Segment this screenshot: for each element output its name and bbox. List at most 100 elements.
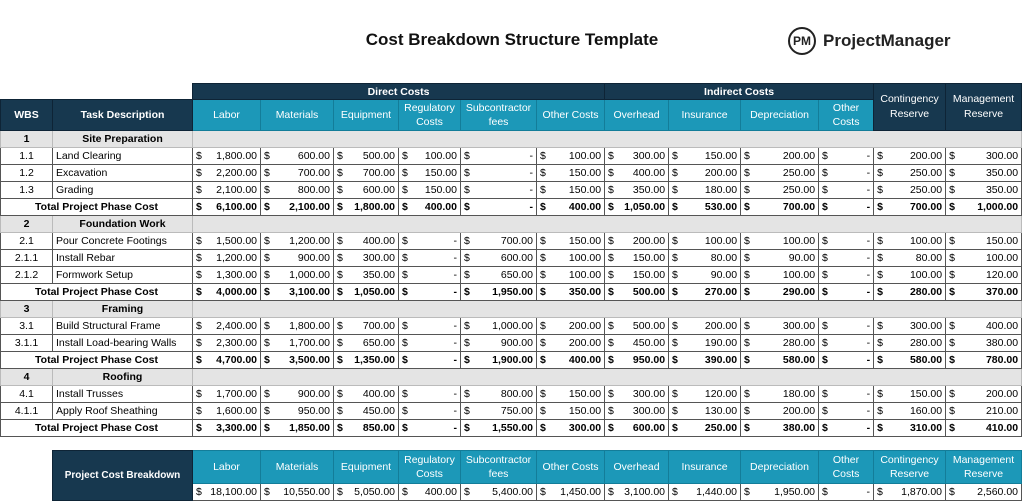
money-cell: $100.00 [668,232,742,250]
amount: 950.00 [297,405,330,417]
task-name: Install Load-bearing Walls [52,334,193,352]
total-label: Total Project Phase Cost [0,198,193,216]
money-cell: $1,870.00 [873,483,946,501]
money-value: $180.00 [670,184,740,196]
currency-symbol: $ [337,252,343,264]
column-header: Subcontractor fees [460,99,537,131]
currency-symbol: $ [196,320,202,332]
task-wbs: 2.1.2 [0,266,53,284]
money-value: $ - [462,201,536,213]
currency-symbol: $ [822,354,828,366]
money-cell: $100.00 [873,232,947,250]
column-header: Materials [260,99,334,131]
amount: 850.00 [362,422,395,434]
currency-symbol: $ [672,286,678,298]
money-cell: $150.00 [945,232,1023,250]
currency-symbol: $ [672,320,678,332]
money-cell: $ - [818,402,875,420]
money-value: $150.00 [947,235,1021,247]
amount: 400.00 [632,167,666,179]
currency-symbol: $ [608,320,614,332]
amount: 90.00 [788,252,816,264]
currency-symbol: $ [264,337,270,349]
currency-symbol: $ [608,388,614,400]
task-wbs: 3.1 [0,317,53,335]
money-value: $650.00 [335,337,398,349]
amount: 1,950.00 [774,486,815,498]
currency-symbol: $ [949,184,955,196]
amount: - [453,354,458,366]
currency-symbol: $ [949,320,955,332]
currency-symbol: $ [337,388,343,400]
money-value: $500.00 [606,320,668,332]
amount: 400.00 [568,201,602,213]
money-value: $250.00 [742,167,818,179]
column-header: Insurance [668,99,742,131]
amount: 700.00 [782,201,816,213]
amount: 200.00 [909,150,943,162]
money-cell: $530.00 [668,198,742,216]
currency-symbol: $ [540,286,546,298]
money-cell: $900.00 [260,385,334,403]
phase-wbs: 1 [0,130,53,148]
phase-row: 4 Roofing [0,368,1023,386]
money-value: $ - [820,252,873,264]
phase-total-row: Total Project Phase Cost $3,300.00 $1,850.… [0,419,1023,437]
money-value: $300.00 [606,405,668,417]
amount: 1,900.00 [492,354,533,366]
currency-symbol: $ [672,184,678,196]
amount: - [866,167,871,179]
money-cell: $900.00 [260,249,334,267]
amount: 400.00 [424,201,457,213]
amount: 600.00 [500,252,533,264]
currency-symbol: $ [196,235,202,247]
amount: - [529,201,534,213]
money-cell: $1,950.00 [460,283,537,301]
amount: - [866,286,871,298]
currency-symbol: $ [264,235,270,247]
money-cell: $300.00 [604,402,670,420]
money-value: $ - [820,337,873,349]
currency-symbol: $ [744,337,750,349]
money-value: $300.00 [742,320,818,332]
amount: 1,500.00 [216,235,257,247]
money-value: $1,050.00 [335,286,398,298]
summary-column-header: Contingency Reserve [873,450,946,484]
money-cell: $ - [818,419,875,437]
money-value: $150.00 [400,167,460,179]
money-value: $ - [400,388,460,400]
currency-symbol: $ [744,388,750,400]
task-row: 3.1 Build Structural Frame $2,400.00 $1,800… [0,317,1023,335]
money-cell: $3,100.00 [604,483,669,501]
money-cell: $380.00 [945,334,1023,352]
money-value: $600.00 [462,252,536,264]
currency-symbol: $ [949,422,955,434]
currency-symbol: $ [672,252,678,264]
amount: 80.00 [710,252,738,264]
summary-column-header: Equipment [333,450,399,484]
money-cell: $580.00 [873,351,947,369]
summary-label: Project Cost Breakdown [52,450,193,501]
amount: 180.00 [782,388,816,400]
money-value: $1,950.00 [742,486,818,498]
money-cell: $2,200.00 [192,164,261,182]
amount: 150.00 [568,184,602,196]
money-value: $1,450.00 [538,486,604,498]
amount: 250.00 [782,184,816,196]
money-value: $750.00 [462,405,536,417]
money-value: $150.00 [538,405,604,417]
money-cell: $300.00 [535,419,606,437]
money-cell: $100.00 [740,266,820,284]
amount: 800.00 [500,388,533,400]
currency-symbol: $ [337,201,343,213]
task-wbs: 2.1 [0,232,53,250]
amount: 370.00 [985,286,1019,298]
money-value: $100.00 [875,269,945,281]
money-value: $300.00 [335,252,398,264]
column-header: Other Costs [818,99,875,131]
amount: 300.00 [632,388,666,400]
money-cell: $5,050.00 [333,483,399,501]
amount: 1,800.00 [216,150,257,162]
money-cell: $250.00 [668,419,742,437]
money-value: $ - [400,320,460,332]
